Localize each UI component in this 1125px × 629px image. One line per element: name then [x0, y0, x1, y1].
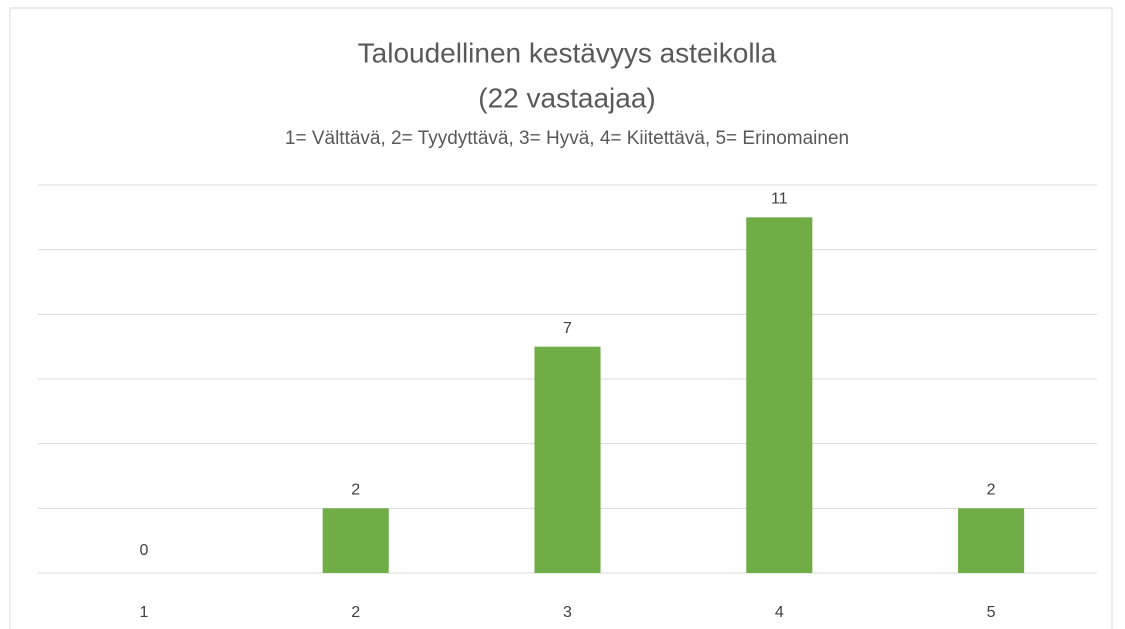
chart-frame — [9, 7, 1113, 629]
bar — [958, 508, 1025, 573]
bar — [746, 217, 813, 574]
data-label: 7 — [563, 320, 572, 337]
x-tick-label: 2 — [351, 604, 360, 621]
bar — [322, 508, 389, 573]
bar — [534, 346, 601, 573]
x-tick-label: 3 — [563, 604, 572, 621]
x-tick-label: 1 — [139, 604, 148, 621]
chart-title: (22 vastaajaa) — [478, 82, 655, 113]
x-tick-label: 4 — [775, 604, 784, 621]
x-tick-label: 5 — [987, 604, 996, 621]
data-label: 11 — [771, 191, 788, 208]
chart-subtitle: 1= Välttävä, 2= Tyydyttävä, 3= Hyvä, 4= … — [285, 128, 849, 149]
chart-title: Taloudellinen kestävyys asteikolla — [358, 37, 777, 68]
data-label: 2 — [987, 482, 996, 499]
data-label: 0 — [139, 542, 148, 559]
data-label: 2 — [351, 482, 360, 499]
